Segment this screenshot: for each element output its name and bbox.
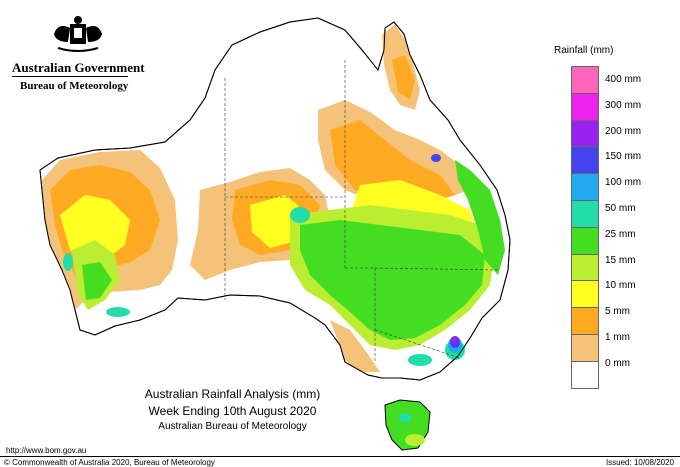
- legend-swatch: [571, 307, 599, 334]
- legend-swatch: [571, 226, 599, 254]
- coat-of-arms-icon: [54, 16, 102, 52]
- legend-swatch: [571, 253, 599, 281]
- legend-swatch: [571, 199, 599, 227]
- rainfall-map: [39, 17, 511, 451]
- legend-colorbar: [571, 66, 599, 389]
- zone-10mm-west: [60, 195, 130, 265]
- website-link[interactable]: http://www.bom.gov.au: [6, 446, 87, 455]
- legend-label: 0 mm: [605, 357, 630, 369]
- zone-25mm-east: [300, 220, 485, 340]
- mainland-coastline: [39, 17, 511, 381]
- tasmania-15mm: [405, 434, 425, 446]
- header-divider: [12, 76, 128, 77]
- map-source: Australian Bureau of Meteorology: [158, 421, 307, 432]
- legend-swatch: [571, 280, 599, 308]
- legend-label: 150 mm: [605, 151, 642, 163]
- copyright-text: © Commonwealth of Australia 2020, Bureau…: [4, 458, 215, 467]
- zone-50mm-vic: [408, 354, 432, 366]
- zone-50mm-sw-coast: [106, 307, 130, 317]
- zone-200mm-nsw: [452, 336, 458, 344]
- issued-date: Issued: 10/08/2020: [605, 458, 674, 467]
- zone-50mm-southwest: [63, 253, 73, 271]
- legend-label: 5 mm: [605, 306, 630, 318]
- legend-swatch: [571, 66, 599, 93]
- government-title: Australian Government: [12, 60, 145, 75]
- legend-swatch: [571, 146, 599, 174]
- zone-25mm-coast: [455, 160, 505, 275]
- legend-label: 1 mm: [605, 332, 630, 343]
- zone-5mm-north: [330, 120, 455, 205]
- legend-label: 50 mm: [605, 203, 636, 214]
- legend-swatch: [571, 119, 599, 147]
- zone-150mm-qld: [431, 154, 441, 162]
- map-title: Australian Rainfall Analysis (mm): [144, 387, 321, 401]
- legend-swatch: [571, 360, 599, 389]
- legend-swatch: [571, 92, 599, 120]
- legend-swatch: [571, 173, 599, 200]
- government-logo-block: [8, 6, 136, 96]
- legend-title: Rainfall (mm): [554, 45, 614, 56]
- legend-label: 25 mm: [605, 228, 636, 240]
- tasmania-50mm: [399, 413, 411, 423]
- legend-label: 200 mm: [605, 125, 642, 137]
- legend-label: 100 mm: [605, 177, 642, 189]
- legend-label: 400 mm: [605, 74, 642, 85]
- legend-label: 15 mm: [605, 254, 636, 266]
- bureau-title: Bureau of Meteorology: [20, 80, 129, 92]
- legend-swatch: [571, 333, 599, 361]
- zone-5mm-cape: [392, 55, 415, 100]
- map-period: Week Ending 10th August 2020: [148, 404, 317, 418]
- zone-1mm-south: [330, 320, 380, 372]
- legend-label: 300 mm: [605, 99, 642, 111]
- zone-25mm-west: [82, 262, 112, 300]
- footer-divider: [0, 456, 680, 457]
- zone-50mm-gulf: [290, 207, 310, 223]
- legend-label: 10 mm: [605, 280, 636, 292]
- qld-nsw-border: [374, 267, 501, 271]
